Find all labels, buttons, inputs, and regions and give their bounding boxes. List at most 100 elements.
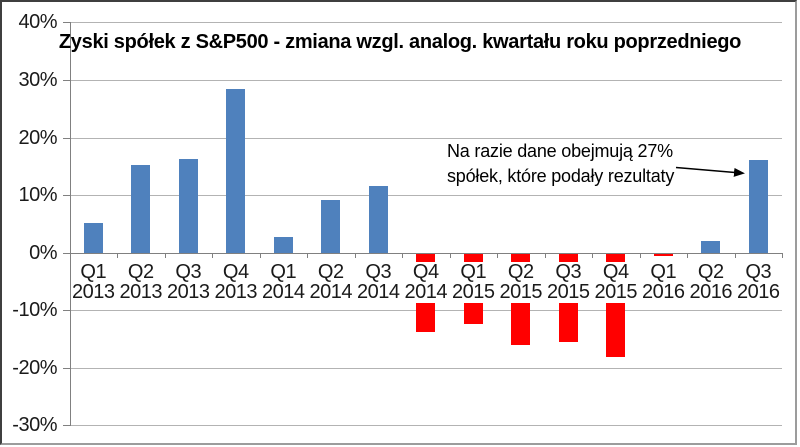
annotation-line-1: Na razie dane obejmują 27% [447,141,673,161]
annotation-text: Na razie dane obejmują 27% spółek, które… [447,139,674,189]
x-label-year: 2015 [499,281,543,303]
y-axis-label: 10% [18,184,57,207]
y-axis-tick [63,137,70,139]
x-label-year: 2016 [737,281,780,303]
x-label-quarter: Q4 [412,261,439,283]
x-axis-label: Q3 2016 [730,262,786,302]
gridline [69,425,782,427]
x-axis-tick [259,252,261,259]
x-axis-tick [449,252,451,259]
x-axis-label: Q1 2013 [65,262,121,302]
x-label-year: 2016 [642,281,685,303]
x-axis-label: Q3 2013 [160,262,216,302]
x-label-quarter: Q1 [650,261,677,283]
x-label-quarter: Q2 [317,261,344,283]
x-axis-label: Q3 2015 [540,262,596,302]
x-axis-label: Q2 2013 [113,262,169,302]
gridline [69,367,782,369]
x-label-quarter: Q1 [80,261,107,283]
x-axis-label: Q4 2014 [398,262,454,302]
x-label-quarter: Q2 [697,261,724,283]
x-axis-label: Q1 2015 [445,262,501,302]
bar [273,237,293,253]
x-axis-tick [402,252,403,259]
x-axis-tick [69,252,71,259]
y-axis-label: -20% [12,356,57,379]
x-axis-label: Q4 2015 [588,262,644,302]
x-label-year: 2016 [689,281,733,303]
y-axis-tick [63,425,70,427]
bar [226,89,246,253]
x-axis-tick [354,252,356,259]
x-axis-tick [117,252,118,259]
y-axis-label: 30% [18,68,57,91]
bar [653,253,673,256]
x-axis-tick [497,252,498,259]
x-axis-label: Q3 2014 [350,262,406,302]
x-label-quarter: Q2 [507,261,534,283]
x-axis-label: Q1 2014 [255,262,311,302]
x-axis-tick [307,252,308,259]
chart-title: Zyski spółek z S&P500 - zmiana wzgl. ana… [58,31,742,53]
x-label-quarter: Q3 [745,261,772,283]
y-axis-label: 20% [18,126,57,149]
x-axis-label: Q2 2016 [683,262,739,302]
gridline [69,22,782,24]
x-label-quarter: Q3 [555,261,582,283]
x-label-quarter: Q4 [602,261,629,283]
x-label-quarter: Q3 [175,261,202,283]
x-axis-label: Q1 2016 [635,262,691,302]
x-label-year: 2015 [452,281,495,303]
x-label-quarter: Q2 [127,261,154,283]
gridline [69,137,782,139]
x-label-year: 2013 [119,281,163,303]
x-label-year: 2015 [594,281,638,303]
x-axis-tick [544,252,546,259]
x-axis-tick [782,252,783,259]
x-axis-tick [687,252,688,259]
gridline [69,195,782,197]
x-label-quarter: Q1 [270,261,297,283]
y-axis-tick [63,195,70,197]
x-axis-label: Q4 2013 [208,262,264,302]
y-axis-label: 40% [18,11,57,34]
y-axis-label: -10% [12,299,57,322]
y-axis-label: -30% [12,414,57,437]
y-axis-tick [63,22,70,24]
x-axis-tick [212,252,213,259]
x-label-year: 2015 [547,281,590,303]
x-label-year: 2014 [357,281,400,303]
x-axis-line [69,252,782,254]
x-label-quarter: Q3 [365,261,392,283]
x-axis-tick [734,252,736,259]
x-label-quarter: Q4 [222,261,249,283]
x-label-quarter: Q1 [460,261,487,283]
label-band [70,262,782,303]
y-axis-tick [63,310,70,312]
x-label-year: 2014 [404,281,448,303]
bar [131,165,151,253]
bar [701,240,721,253]
x-axis-tick [639,252,641,259]
x-label-year: 2014 [309,281,353,303]
x-axis-label: Q2 2015 [493,262,549,302]
x-label-year: 2014 [262,281,305,303]
x-axis-tick [164,252,166,259]
y-axis-tick [63,79,70,81]
x-label-year: 2013 [167,281,210,303]
y-axis-tick [63,252,70,254]
x-label-year: 2013 [72,281,115,303]
bar [321,200,341,253]
y-axis-label: 0% [29,241,57,264]
bar [83,222,103,253]
bar [748,160,768,253]
gridline [69,79,782,81]
x-axis-label: Q2 2014 [303,262,359,302]
x-axis-tick [592,252,593,259]
bar [368,186,388,253]
y-axis-tick [63,367,70,369]
y-axis-line [69,22,71,427]
x-label-year: 2013 [214,281,258,303]
